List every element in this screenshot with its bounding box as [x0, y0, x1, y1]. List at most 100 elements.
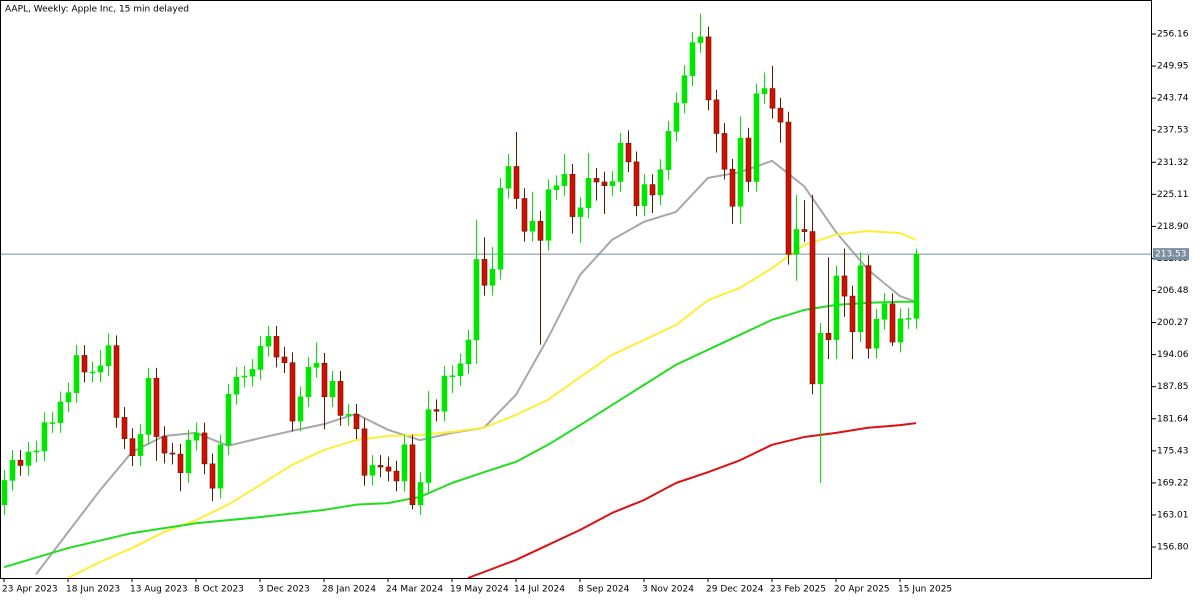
candle-body [593, 178, 600, 183]
candle-body [825, 332, 832, 340]
candle-body [129, 438, 136, 456]
candle-body [873, 319, 880, 349]
candle-body [601, 181, 608, 186]
candle-body [57, 401, 64, 423]
candle-body [841, 275, 848, 297]
candle-body [177, 453, 184, 473]
candle-body [849, 295, 856, 333]
y-tick-label: 169.22 [1157, 478, 1189, 488]
candle-body [9, 459, 16, 481]
candle-body [713, 99, 720, 134]
candle-body [97, 365, 104, 373]
x-tick-label: 18 Jun 2023 [66, 585, 120, 595]
candle-body [889, 303, 896, 343]
candle-body [769, 88, 776, 109]
y-tick-label: 231.32 [1157, 158, 1189, 168]
candle-body [49, 422, 56, 424]
y-tick-label: 187.85 [1157, 382, 1189, 392]
candle-body [257, 345, 264, 370]
candle-body [689, 42, 696, 76]
y-tick-label: 256.16 [1157, 30, 1189, 40]
candle-body [81, 355, 88, 373]
candle-body [73, 355, 80, 393]
candle-body [17, 459, 24, 466]
candle-body [1, 480, 8, 505]
candle-body [265, 336, 272, 347]
candle-body [705, 36, 712, 101]
candle-body [361, 428, 368, 476]
candle-body [625, 142, 632, 163]
candle-body [545, 189, 552, 241]
candle-body [793, 229, 800, 255]
candle-body [153, 377, 160, 437]
candle-body [25, 451, 32, 466]
candle-body [353, 414, 360, 430]
candle-body [249, 369, 256, 377]
candle-body [585, 178, 592, 209]
candle-body [617, 142, 624, 182]
candle-body [321, 362, 328, 398]
x-tick-label: 19 May 2024 [450, 585, 509, 595]
candle-body [457, 363, 464, 377]
candle-body [729, 168, 736, 207]
candle-body [897, 318, 904, 343]
candle-body [497, 187, 504, 270]
x-tick-label: 24 Mar 2024 [386, 585, 443, 595]
candle-body [473, 259, 480, 341]
candle-body [329, 380, 336, 398]
candle-body [417, 482, 424, 505]
x-tick-label: 20 Apr 2025 [834, 585, 890, 595]
candle-body [529, 220, 536, 232]
candle-body [161, 436, 168, 454]
candle-body [745, 137, 752, 182]
candle-body [345, 414, 352, 416]
moving-average [467, 422, 917, 579]
candle-body [89, 371, 96, 374]
candle-body [833, 275, 840, 340]
y-tick-label: 237.53 [1157, 126, 1189, 136]
x-tick-label: 28 Jan 2024 [322, 585, 376, 595]
candle-body [209, 463, 216, 489]
candle-body [481, 259, 488, 286]
candle-body [433, 409, 440, 412]
candle-body [809, 231, 816, 385]
x-tick-label: 13 Aug 2023 [130, 585, 188, 595]
x-tick-label: 29 Dec 2024 [706, 585, 764, 595]
candle-body [785, 121, 792, 255]
x-tick-label: 23 Apr 2023 [2, 585, 58, 595]
x-tick-label: 8 Oct 2023 [194, 585, 244, 595]
candle-body [521, 198, 528, 232]
candle-body [409, 444, 416, 505]
candle-body [401, 444, 408, 482]
chart-title: AAPL, Weekly: Apple Inc, 15 min delayed [5, 5, 189, 15]
x-tick-label: 3 Dec 2023 [258, 585, 310, 595]
y-tick-label: 200.27 [1157, 318, 1189, 328]
x-tick-label: 3 Nov 2024 [642, 585, 694, 595]
plot-border [0, 0, 1152, 579]
candle-body [537, 220, 544, 241]
last-price-label: 213.53 [1155, 250, 1187, 260]
candle-body [393, 470, 400, 482]
x-tick-label: 8 Sep 2024 [578, 585, 630, 595]
candle-body [377, 465, 384, 468]
y-tick-label: 181.64 [1157, 414, 1189, 424]
candle-body [441, 375, 448, 412]
candle-body [465, 339, 472, 365]
last-price-box [1153, 248, 1189, 261]
candle-body [865, 265, 872, 349]
y-tick-label: 206.48 [1157, 286, 1189, 296]
candle-body [913, 253, 920, 319]
candle-body [33, 450, 40, 453]
candle-body [513, 166, 520, 199]
y-tick-label: 243.74 [1157, 94, 1189, 104]
candle-body [201, 432, 208, 465]
candle-body [641, 184, 648, 207]
candle-body [193, 432, 200, 441]
candle-body [673, 102, 680, 132]
candle-body [505, 166, 512, 189]
candle-body [649, 184, 656, 196]
candle-body [881, 303, 888, 320]
candle-body [337, 380, 344, 416]
